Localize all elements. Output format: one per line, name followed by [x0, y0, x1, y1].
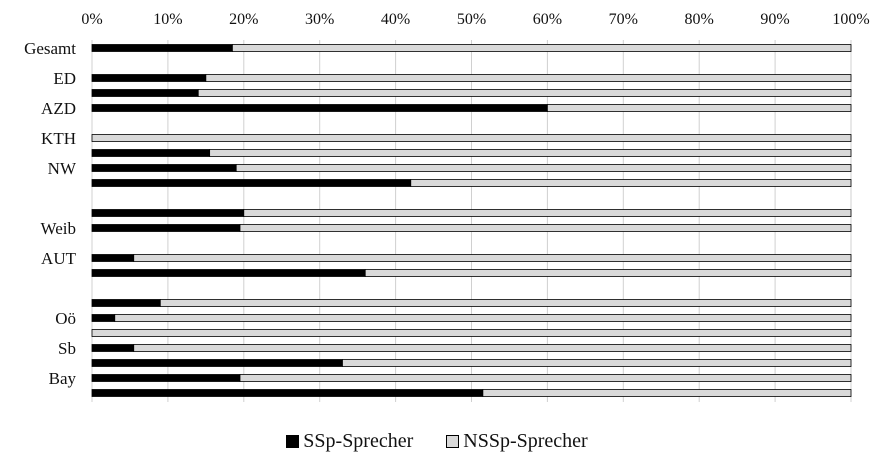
bar-nssp — [364, 269, 852, 277]
legend-label-ssp: SSp-Sprecher — [303, 430, 414, 452]
bar-nssp — [410, 179, 852, 187]
bar-nssp — [91, 134, 852, 142]
category-label: Oö — [55, 309, 76, 328]
bars — [91, 44, 852, 397]
bar-nssp — [342, 359, 852, 367]
x-tick-label: 10% — [153, 11, 182, 28]
x-tick-label: 80% — [685, 11, 714, 28]
x-tick-label: 20% — [229, 11, 258, 28]
bar-nssp — [239, 374, 852, 382]
bar-nssp — [197, 89, 852, 97]
category-label: ED — [53, 69, 76, 88]
x-tick-label: 100% — [832, 11, 869, 28]
legend-swatch-ssp — [286, 435, 300, 448]
bar-nssp — [243, 209, 852, 217]
legend-item-ssp: SSp-Sprecher — [286, 430, 413, 453]
category-label: AZD — [41, 99, 76, 118]
x-tick-label: 70% — [609, 11, 638, 28]
category-label: NW — [48, 159, 77, 178]
gridlines — [91, 40, 852, 402]
bar-ssp — [91, 344, 135, 352]
bar-ssp — [91, 44, 233, 52]
bar-ssp — [91, 179, 412, 187]
bar-nssp — [235, 164, 852, 172]
x-tick-label: 50% — [457, 11, 486, 28]
bar-ssp — [91, 389, 484, 397]
category-label: Bay — [49, 369, 77, 388]
bar-nssp — [232, 44, 852, 52]
legend: SSp-Sprecher NSSp-Sprecher — [0, 430, 874, 454]
x-tick-label: 90% — [760, 11, 789, 28]
bar-nssp — [159, 299, 852, 307]
bar-nssp — [114, 314, 852, 322]
x-axis-ticks: 0% 10% 20% 30% 40% 50% 60% 70% 80% 90% 100% — [81, 11, 869, 28]
category-labels: Gesamt ED AZD KTH NW Weib AUT Oö Sb Bay — [24, 39, 77, 388]
x-tick-label: 40% — [381, 11, 410, 28]
category-label: Gesamt — [24, 39, 76, 58]
bar-ssp — [91, 299, 161, 307]
bar-nssp — [482, 389, 852, 397]
bar-ssp — [91, 74, 207, 82]
bar-ssp — [91, 269, 366, 277]
bar-ssp — [91, 149, 211, 157]
bar-ssp — [91, 104, 548, 112]
legend-label-nssp: NSSp-Sprecher — [463, 430, 588, 452]
bar-nssp — [91, 329, 852, 337]
bar-nssp — [239, 224, 852, 232]
bar-ssp — [91, 374, 241, 382]
category-label: KTH — [41, 129, 76, 148]
category-label: Sb — [58, 339, 76, 358]
category-label: Weib — [41, 219, 76, 238]
bar-nssp — [205, 74, 852, 82]
legend-item-nssp: NSSp-Sprecher — [446, 430, 588, 453]
bar-ssp — [91, 209, 245, 217]
category-label: AUT — [41, 249, 77, 268]
bar-ssp — [91, 359, 343, 367]
bar-ssp — [91, 89, 199, 97]
bar-ssp — [91, 164, 237, 172]
bar-ssp — [91, 314, 116, 322]
bar-nssp — [133, 254, 852, 262]
bar-nssp — [133, 344, 852, 352]
bar-ssp — [91, 224, 241, 232]
x-tick-label: 60% — [533, 11, 562, 28]
bar-nssp — [547, 104, 852, 112]
bar-ssp — [91, 254, 135, 262]
x-tick-label: 0% — [81, 11, 102, 28]
legend-swatch-nssp — [446, 435, 460, 448]
x-tick-label: 30% — [305, 11, 334, 28]
bar-nssp — [209, 149, 852, 157]
